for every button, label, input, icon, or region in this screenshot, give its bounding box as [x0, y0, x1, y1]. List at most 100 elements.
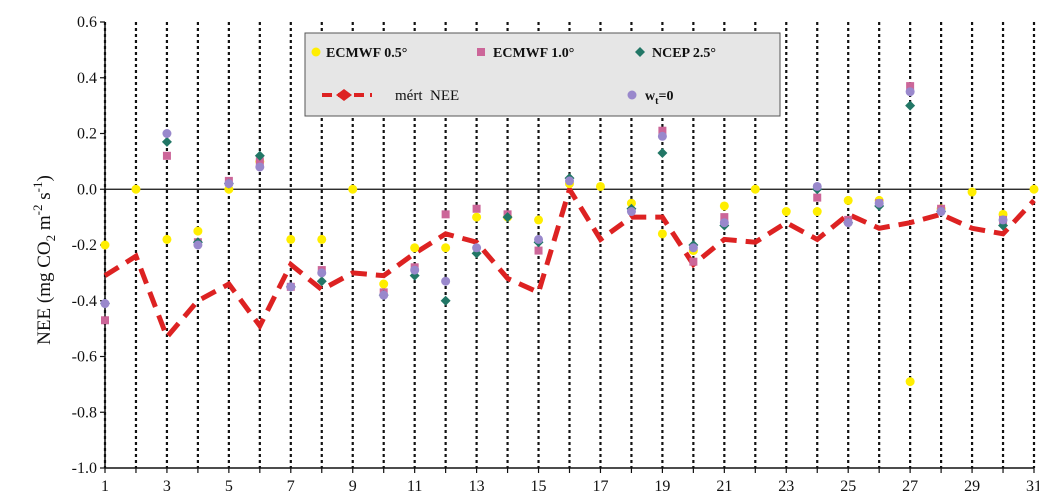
- legend-label-wt0: wt=0: [645, 89, 673, 107]
- data-point-w-t-0: [905, 87, 915, 97]
- data-point-ecmwf-1-0: [689, 257, 698, 266]
- data-point-w-t-0: [379, 290, 389, 300]
- data-point-ecmwf-0-5: [162, 234, 172, 244]
- data-point-ecmwf-0-5: [286, 234, 296, 244]
- x-tick-label: 15: [531, 478, 547, 495]
- data-point-w-t-0: [100, 299, 110, 309]
- x-tick-label: 1: [101, 478, 109, 495]
- data-point-w-t-0: [657, 131, 667, 141]
- x-tick-label: 19: [654, 478, 670, 495]
- data-point-ecmwf-1-0: [162, 151, 171, 160]
- x-tick-label: 5: [225, 478, 233, 495]
- data-point-ecmwf-0-5: [781, 207, 791, 217]
- y-tick-label: 0.4: [77, 70, 97, 87]
- y-tick-label: -0.2: [72, 237, 97, 254]
- data-point-w-t-0: [812, 181, 822, 191]
- legend-marker-wt0: [627, 90, 637, 100]
- y-tick-label: -0.4: [72, 293, 97, 310]
- data-point-w-t-0: [688, 243, 698, 253]
- data-point-w-t-0: [286, 282, 296, 292]
- data-point-ecmwf-0-5: [410, 243, 420, 253]
- data-point-ecmwf-1-0: [813, 193, 822, 202]
- data-point-ecmwf-0-5: [100, 240, 110, 250]
- y-tick-label: 0.6: [77, 14, 97, 31]
- legend-marker-ncep: [635, 47, 645, 57]
- legend-label-mert-nee: mért NEE: [395, 88, 459, 104]
- data-point-ncep-2-5: [502, 212, 513, 223]
- data-point-w-t-0: [162, 129, 172, 138]
- data-series: [100, 82, 1039, 387]
- legend-box: [304, 32, 781, 117]
- data-point-ncep-2-5: [254, 150, 265, 161]
- data-point-ecmwf-1-0: [534, 246, 543, 255]
- x-tick-label: 7: [287, 478, 295, 495]
- data-point-ecmwf-0-5: [812, 207, 822, 217]
- x-tick-label: 27: [902, 478, 918, 495]
- data-point-ncep-2-5: [161, 136, 172, 147]
- legend-marker-ecmwf-10: [477, 48, 485, 56]
- data-point-ecmwf-1-0: [101, 316, 109, 325]
- data-point-w-t-0: [472, 243, 482, 253]
- data-point-ecmwf-0-5: [750, 184, 760, 194]
- data-point-ecmwf-0-5: [379, 279, 389, 289]
- legend: ECMWF 0.5° ECMWF 1.0° NCEP 2.5° mért NEE…: [304, 32, 781, 117]
- data-point-w-t-0: [441, 276, 451, 286]
- data-point-ecmwf-0-5: [626, 198, 636, 208]
- data-point-ecmwf-0-5: [193, 226, 203, 236]
- data-point-w-t-0: [193, 240, 203, 250]
- data-point-w-t-0: [255, 162, 265, 172]
- y-tick-labels: 0.6 0.4 0.2 0.0 -0.2 -0.4 -0.6 -0.8 -1.0: [72, 14, 105, 477]
- x-tick-labels: 1 3 5 7 9 11 13 15 17 19 21 23 25 27 29 31: [101, 468, 1039, 495]
- x-tick-label: 11: [407, 478, 422, 495]
- y-tick-label: 0.2: [77, 126, 97, 143]
- x-tick-label: 17: [592, 478, 608, 495]
- data-point-ecmwf-1-0: [658, 126, 667, 135]
- data-point-ecmwf-1-0: [255, 157, 264, 166]
- y-tick-label: -0.8: [72, 404, 97, 421]
- legend-label-ncep: NCEP 2.5°: [652, 46, 716, 61]
- legend-marker-ecmwf-05: [311, 47, 321, 57]
- series-line-mert-nee: [103, 183, 1036, 342]
- data-point-w-t-0: [410, 265, 420, 275]
- x-tick-label: 23: [778, 478, 794, 495]
- data-point-ecmwf-1-0: [472, 204, 481, 213]
- data-point-ecmwf-0-5: [441, 243, 451, 253]
- legend-marker-mert-nee: [322, 89, 372, 101]
- x-tick-label: 21: [716, 478, 732, 495]
- legend-label-ecmwf-10: ECMWF 1.0°: [493, 46, 574, 61]
- data-point-ncep-2-5: [657, 148, 668, 159]
- x-tick-label: 25: [840, 478, 856, 495]
- x-tick-label: 13: [469, 478, 485, 495]
- y-axis-title: NEE (mg CO2 m-2 s-1): [30, 175, 58, 345]
- x-tick-label: 29: [964, 478, 980, 495]
- y-tick-label: 0.0: [77, 181, 97, 198]
- data-point-ecmwf-0-5: [472, 212, 482, 222]
- data-point-ecmwf-1-0: [720, 213, 729, 222]
- data-point-w-t-0: [224, 179, 234, 189]
- data-point-w-t-0: [936, 207, 946, 217]
- data-point-ecmwf-1-0: [906, 82, 915, 91]
- data-point-w-t-0: [317, 268, 327, 278]
- data-point-ecmwf-0-5: [317, 234, 327, 244]
- data-point-w-t-0: [626, 207, 636, 217]
- x-tick-label: 3: [163, 478, 171, 495]
- data-point-ecmwf-0-5: [905, 377, 915, 387]
- data-point-w-t-0: [843, 218, 853, 228]
- data-point-ncep-2-5: [316, 276, 327, 287]
- y-tick-label: -1.0: [72, 460, 97, 477]
- data-point-ecmwf-0-5: [348, 184, 358, 194]
- data-point-w-t-0: [719, 218, 729, 228]
- data-point-ecmwf-0-5: [595, 181, 605, 191]
- data-point-ecmwf-0-5: [843, 195, 853, 205]
- data-point-w-t-0: [565, 176, 574, 186]
- data-point-ecmwf-1-0: [441, 210, 450, 219]
- data-point-w-t-0: [874, 198, 884, 208]
- x-tick-label: 9: [349, 478, 357, 495]
- data-point-ncep-2-5: [440, 295, 451, 306]
- data-point-w-t-0: [534, 234, 544, 244]
- data-point-ecmwf-0-5: [131, 184, 141, 194]
- y-tick-label: -0.6: [72, 349, 97, 366]
- data-point-ecmwf-0-5: [1029, 184, 1039, 194]
- data-point-ecmwf-0-5: [967, 187, 977, 197]
- data-point-w-t-0: [998, 215, 1008, 225]
